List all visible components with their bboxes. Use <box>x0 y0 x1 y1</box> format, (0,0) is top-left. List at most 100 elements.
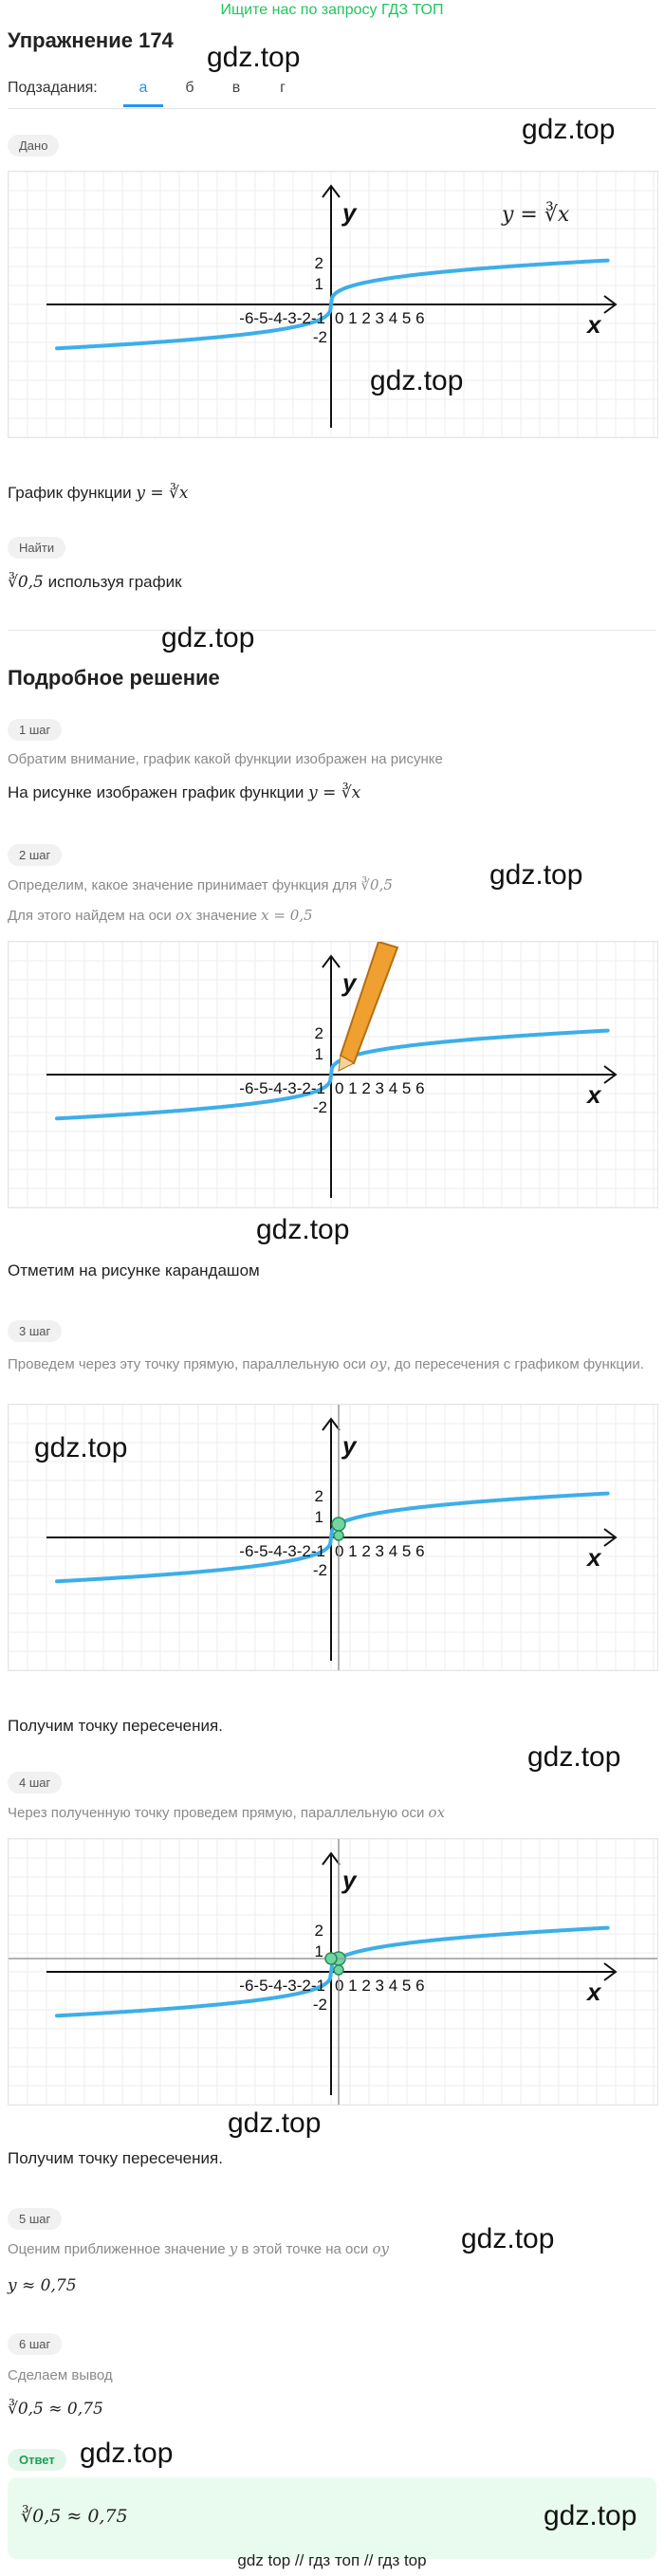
step-1-badge: 1 шаг <box>8 719 63 741</box>
x-axis-arrow <box>603 295 618 314</box>
watermark: gdz.top <box>461 2223 555 2254</box>
watermark: gdz.top <box>370 365 464 396</box>
x-point-marker <box>333 1964 344 1976</box>
y-axis-arrow <box>322 1417 341 1431</box>
step-6-badge: 6 шаг <box>8 2333 63 2355</box>
step-2-badge: 2 шаг <box>8 844 63 866</box>
x-axis-label: x <box>585 1978 602 2006</box>
y-tick-label: 1 <box>315 1508 323 1526</box>
y-axis-arrow <box>322 184 341 198</box>
y-axis-label: y <box>341 968 358 997</box>
x-tick-labels-negative: -6-5-4-3-2-1 <box>239 1977 325 1995</box>
step-4-text: Получим точку пересечения. <box>8 2149 223 2167</box>
graph-svg: xy-6-5-4-3-2-10 1 2 3 4 5 621-1-2 <box>8 1838 657 2106</box>
step-4-badge: 4 шаг <box>8 1772 63 1794</box>
page-title: Упражнение 174 <box>8 28 174 52</box>
step-6-formula: ∛0,5 ≈ 0,75 <box>8 2400 103 2419</box>
y-tick-label: 2 <box>315 1024 323 1042</box>
graph-formula-label: y = ∛x <box>501 201 570 227</box>
find-badge: Найти <box>8 537 66 559</box>
x-axis-arrow <box>603 1962 618 1981</box>
y-axis-label: y <box>341 1431 358 1460</box>
step-1-hint: Обратим внимание, график какой функции и… <box>8 751 443 767</box>
tab-a[interactable]: а <box>138 80 148 96</box>
watermark: gdz.top <box>228 2107 322 2139</box>
given-text: График функции y = ∛x <box>8 484 189 503</box>
y-axis-label: y <box>341 198 358 227</box>
watermark: gdz.top <box>489 859 583 891</box>
find-text: ∛0,5 используя график <box>8 573 182 592</box>
y-tick-label: -2 <box>313 1996 327 2014</box>
step-3-text: Получим точку пересечения. <box>8 1717 223 1735</box>
watermark: gdz.top <box>161 622 255 653</box>
step-1-text: На рисунке изображен график функции y = … <box>8 783 361 802</box>
y-point-marker <box>324 1952 338 1965</box>
y-axis-arrow <box>322 954 341 968</box>
y-axis-label: y <box>341 1866 358 1894</box>
watermark: gdz.top <box>522 114 616 145</box>
step-6-hint: Сделаем вывод <box>8 2367 113 2383</box>
x-tick-labels-positive: 0 1 2 3 4 5 6 <box>335 1542 425 1560</box>
function-curve <box>55 1491 610 1584</box>
graph-step-2: xy-6-5-4-3-2-10 1 2 3 4 5 621-1-2 <box>8 940 658 1208</box>
intersection-point <box>331 1517 346 1532</box>
y-tick-label: 1 <box>315 1942 323 1960</box>
answer-box: ∛0,5 ≈ 0,75 gdz.top <box>8 2477 656 2559</box>
x-tick-labels-positive: 0 1 2 3 4 5 6 <box>335 1977 425 1995</box>
step-3-hint: Проведем через эту точку прямую, паралле… <box>8 1355 644 1372</box>
tab-b[interactable]: б <box>185 80 194 96</box>
x-tick-labels-negative: -6-5-4-3-2-1 <box>239 309 325 327</box>
y-tick-label: 2 <box>315 1922 323 1940</box>
x-tick-labels-positive: 0 1 2 3 4 5 6 <box>335 309 425 327</box>
function-curve <box>55 1028 610 1121</box>
search-hint-link[interactable]: Ищите нас по запросу ГДЗ ТОП <box>220 2 444 18</box>
step-3-badge: 3 шаг <box>8 1320 63 1342</box>
step-5-hint: Оценим приближенное значение y в этой то… <box>8 2240 389 2257</box>
x-axis-label: x <box>585 1080 602 1109</box>
step-5-badge: 5 шаг <box>8 2208 63 2230</box>
divider <box>8 630 656 631</box>
x-axis-label: x <box>585 1543 602 1572</box>
step-4-hint: Через полученную точку проведем прямую, … <box>8 1804 446 1821</box>
step-5-formula: y ≈ 0,75 <box>8 2276 77 2295</box>
y-tick-label: 1 <box>315 1045 323 1063</box>
graph-step-3: xy-6-5-4-3-2-10 1 2 3 4 5 621-1-2 <box>8 1404 658 1671</box>
watermark: gdz.top <box>207 42 301 73</box>
x-axis-arrow <box>603 1528 618 1547</box>
answer-badge: Ответ <box>8 2449 66 2471</box>
y-axis-arrow <box>322 1851 341 1866</box>
graph-svg: xy-6-5-4-3-2-10 1 2 3 4 5 621-1-2y = ∛x <box>8 171 657 438</box>
x-axis-arrow <box>603 1065 618 1084</box>
x-axis-label: x <box>585 310 602 339</box>
step-2-hint: Определим, какое значение принимает функ… <box>8 876 393 893</box>
tab-v[interactable]: в <box>231 80 241 96</box>
y-tick-label: -2 <box>313 1098 327 1116</box>
x-point-marker <box>333 1530 344 1541</box>
watermark: gdz.top <box>80 2438 174 2469</box>
given-badge: Дано <box>8 135 60 156</box>
y-tick-label: 1 <box>315 275 323 293</box>
watermark: gdz.top <box>34 1432 128 1463</box>
footer-links[interactable]: gdz top // гдз топ // гдз top <box>237 2551 427 2569</box>
subtasks-label: Подзадания: <box>8 80 98 96</box>
step-2-text: Отметим на рисунке карандашом <box>8 1261 260 1279</box>
x-tick-labels-positive: 0 1 2 3 4 5 6 <box>335 1079 425 1097</box>
y-tick-label: -2 <box>313 1561 327 1579</box>
x-tick-labels-negative: -6-5-4-3-2-1 <box>239 1542 325 1560</box>
pencil-tip-icon <box>338 1055 356 1072</box>
y-tick-label: 2 <box>315 254 323 272</box>
watermark: gdz.top <box>256 1214 350 1245</box>
active-tab-indicator <box>123 104 163 107</box>
graph-svg: xy-6-5-4-3-2-10 1 2 3 4 5 621-1-2 <box>8 940 657 1208</box>
divider <box>8 108 656 109</box>
watermark: gdz.top <box>544 2500 637 2531</box>
watermark: gdz.top <box>527 1741 621 1773</box>
answer-formula: ∛0,5 ≈ 0,75 <box>21 2506 128 2527</box>
tab-g[interactable]: г <box>280 80 286 96</box>
y-tick-label: -2 <box>313 328 327 346</box>
function-curve <box>55 258 610 351</box>
graph-step-4: xy-6-5-4-3-2-10 1 2 3 4 5 621-1-2 <box>8 1838 658 2106</box>
solution-title: Подробное решение <box>8 666 220 690</box>
x-tick-labels-negative: -6-5-4-3-2-1 <box>239 1079 325 1097</box>
y-tick-label: 2 <box>315 1487 323 1505</box>
